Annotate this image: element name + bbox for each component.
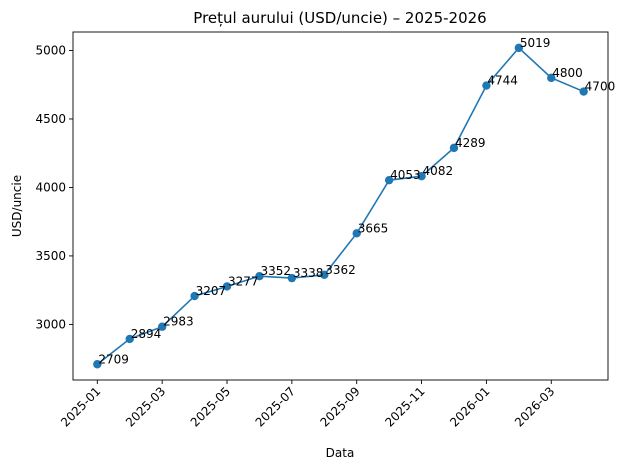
x-axis-label: Data xyxy=(326,446,355,460)
y-tick-label: 5000 xyxy=(35,43,66,57)
x-axis-ticks: 2025-01 2025-03 2025-05 2025-07 2025-09 2025-… xyxy=(58,380,557,430)
data-point xyxy=(547,73,556,83)
data-point xyxy=(514,43,524,53)
data-point xyxy=(352,229,361,238)
y-axis-label: USD/uncie xyxy=(10,175,24,237)
data-label: 3207 xyxy=(196,284,227,298)
data-label: 4800 xyxy=(552,66,583,80)
x-tick-label: 2025-09 xyxy=(317,384,362,429)
data-label: 4289 xyxy=(455,136,486,150)
x-tick-label: 2025-11 xyxy=(382,384,427,429)
x-tick-label: 2025-07 xyxy=(253,384,298,429)
data-point xyxy=(320,270,329,280)
data-point xyxy=(190,291,199,301)
data-label: 4082 xyxy=(423,164,454,178)
x-tick-label: 2025-05 xyxy=(188,384,233,429)
data-label: 3362 xyxy=(325,263,356,277)
data-point xyxy=(157,322,167,331)
data-label: 4700 xyxy=(585,80,616,94)
data-label: 4744 xyxy=(487,74,518,88)
x-tick-label: 2026-01 xyxy=(447,384,492,429)
data-label: 3352 xyxy=(260,264,291,278)
data-point xyxy=(93,360,102,369)
data-label: 5019 xyxy=(520,36,551,50)
data-point xyxy=(579,87,588,96)
chart-title: Prețul aurului (USD/uncie) – 2025-2026 xyxy=(193,9,486,27)
data-point xyxy=(255,271,264,281)
x-tick-label: 2025-03 xyxy=(123,384,168,429)
y-axis-ticks: 3000 3500 4000 4500 5000 xyxy=(35,43,73,331)
data-label: 2983 xyxy=(163,315,194,329)
y-tick-label: 4500 xyxy=(35,112,66,126)
y-tick-label: 4000 xyxy=(35,180,66,194)
y-tick-label: 3000 xyxy=(35,317,66,331)
data-point xyxy=(384,175,394,185)
plot-area-frame xyxy=(72,31,609,381)
data-point xyxy=(449,143,459,153)
series-gold-price xyxy=(93,43,588,369)
x-tick-label: 2026-03 xyxy=(512,384,557,429)
series-line xyxy=(96,46,584,365)
data-point xyxy=(417,172,426,181)
data-point xyxy=(287,273,297,283)
data-label: 3277 xyxy=(228,274,259,288)
data-point xyxy=(222,282,232,291)
x-tick-label: 2025-01 xyxy=(58,384,103,429)
data-point xyxy=(482,81,491,90)
y-tick-label: 3500 xyxy=(35,249,66,263)
data-label: 4053 xyxy=(390,168,421,182)
data-point xyxy=(125,334,134,344)
data-label: 2709 xyxy=(98,352,129,366)
data-label: 3338 xyxy=(293,266,324,280)
data-label: 2894 xyxy=(131,327,162,341)
data-label: 3665 xyxy=(358,221,389,235)
